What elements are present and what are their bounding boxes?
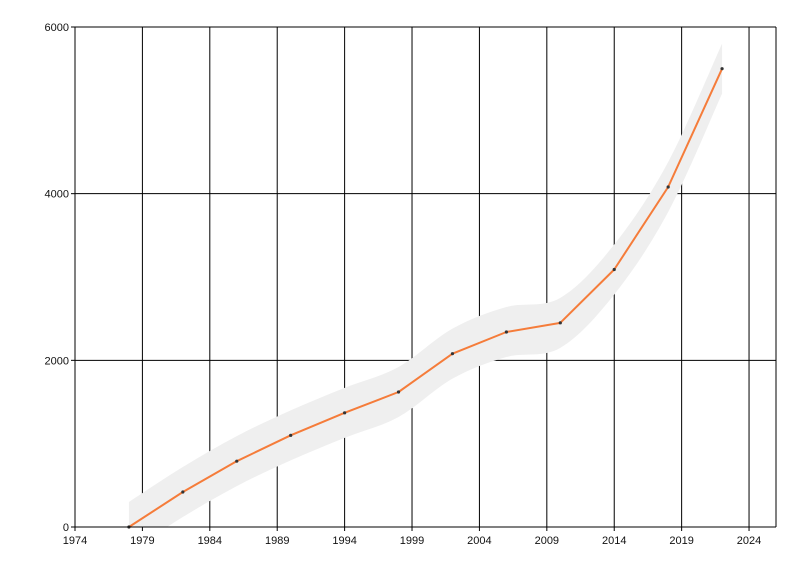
data-point	[235, 459, 239, 463]
data-point	[343, 411, 347, 415]
x-tick-label: 2004	[467, 535, 491, 547]
x-tick-label: 1979	[130, 535, 154, 547]
confidence-band	[128, 43, 723, 527]
y-tick-label: 6000	[45, 22, 69, 34]
x-tick-label: 2019	[669, 535, 693, 547]
data-point	[666, 185, 670, 189]
y-axis-tick-labels: 0 2000 4000 6000	[45, 22, 69, 534]
y-tick-label: 0	[63, 522, 69, 534]
x-tick-label: 1999	[400, 535, 424, 547]
data-point	[181, 490, 185, 494]
data-point	[450, 352, 455, 356]
data-point	[558, 321, 562, 325]
data-point	[612, 267, 616, 272]
data-point	[396, 390, 401, 394]
series-line	[128, 68, 723, 528]
x-tick-label: 2014	[602, 535, 626, 547]
data-point	[720, 67, 724, 71]
y-tick-label: 4000	[45, 189, 69, 201]
x-axis-tick-labels: 1974 1979 1984 1989 1994 1999 2004 2009 2014 2019…	[63, 535, 762, 547]
x-tick-label: 1994	[332, 535, 356, 547]
x-tick-label: 1974	[63, 535, 87, 547]
data-point	[289, 433, 293, 437]
grid	[75, 26, 777, 528]
axes	[71, 26, 776, 531]
data-point	[504, 330, 508, 334]
x-tick-label: 1989	[265, 535, 289, 547]
series-line-group	[128, 68, 723, 528]
series-points	[127, 67, 724, 529]
x-tick-label: 2009	[535, 535, 559, 547]
confidence-band-area	[128, 43, 723, 527]
x-tick-label: 2024	[737, 535, 761, 547]
x-tick-label: 1984	[198, 535, 222, 547]
y-tick-label: 2000	[45, 355, 69, 367]
